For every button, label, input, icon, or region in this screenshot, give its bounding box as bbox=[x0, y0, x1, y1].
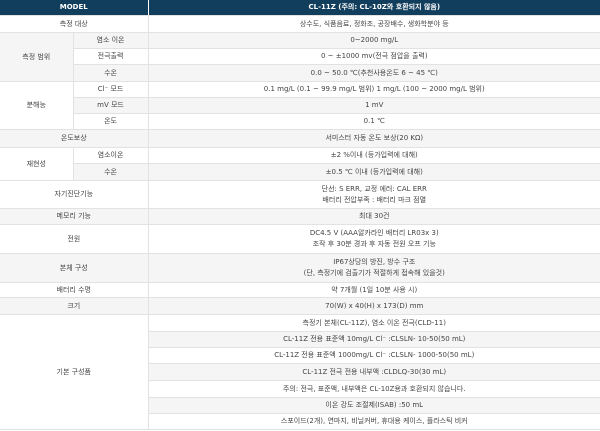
value: 0~2000 mg/L bbox=[148, 32, 600, 49]
label: 자기진단기능 bbox=[0, 180, 149, 209]
line: IP67상당의 방진, 방수 구조 bbox=[333, 258, 416, 266]
header-row: MODEL CL-11Z (주의: CL-10Z와 호환되지 않음) bbox=[0, 0, 600, 16]
row-temp-comp: 온도보상 서미스터 자동 온도 보상(20 KΩ) bbox=[0, 129, 600, 148]
row-battery: 배터리 수명 약 7개월 (1일 10분 사용 시) bbox=[0, 282, 600, 298]
value: 최대 30건 bbox=[148, 208, 600, 225]
row-self-diag: 자기진단기능 단선: S ERR, 교정 에러: CAL ERR 배터리 전압부족… bbox=[0, 180, 600, 209]
value: 70(W) x 40(H) x 173(D) mm bbox=[148, 297, 600, 315]
value: 이온 강도 조절제(ISAB) :50 mL bbox=[148, 397, 600, 414]
row-resolution-temp: 온도 0.1 ℃ bbox=[0, 113, 600, 130]
sublabel: 전극출력 bbox=[73, 48, 149, 65]
value: 0.0 ~ 50.0 ℃(추천사용온도 6 ~ 45 ℃) bbox=[148, 64, 600, 82]
value: 상수도, 식품음료, 정화조, 공장배수, 생화학분야 등 bbox=[148, 15, 600, 33]
line: DC4.5 V (AAA알카라인 배터리 LR03x 3) bbox=[309, 229, 439, 237]
value: 1 mV bbox=[148, 97, 600, 114]
row-component: 이온 강도 조절제(ISAB) :50 mL bbox=[0, 397, 600, 414]
label: 재현성 bbox=[0, 147, 74, 181]
label: 측정 범위 bbox=[0, 32, 74, 82]
row-size: 크기 70(W) x 40(H) x 173(D) mm bbox=[0, 297, 600, 315]
label: 온도보상 bbox=[0, 129, 149, 148]
label: 측정 대상 bbox=[0, 15, 149, 33]
line: 단선: S ERR, 교정 에러: CAL ERR bbox=[321, 184, 427, 193]
label: 크기 bbox=[0, 297, 149, 315]
value: 주의: 전극, 표준액, 내부액은 CL-10Z용과 호환되지 않습니다. bbox=[148, 380, 600, 398]
sublabel: Cl⁻ 모드 bbox=[73, 81, 149, 98]
value: 0.1 ℃ bbox=[148, 113, 600, 130]
row-range-electrode: 전극출력 0 ~ ±1000 mv(전극 점압을 출력) bbox=[0, 48, 600, 65]
row-component: CL-11Z 전극 전용 내부액 :CLDLQ-30(30 mL) bbox=[0, 363, 600, 381]
value: 약 7개월 (1일 10분 사용 시) bbox=[148, 282, 600, 298]
row-resolution-cl: 분해능 Cl⁻ 모드 0.1 mg/L (0.1 ~ 99.9 mg/L 범위)… bbox=[0, 81, 600, 130]
value: 0.1 mg/L (0.1 ~ 99.9 mg/L 범위) 1 mg/L (10… bbox=[148, 81, 600, 98]
model-label: MODEL bbox=[0, 0, 149, 16]
row-resolution-mv: mV 모드 1 mV bbox=[0, 97, 600, 114]
value: 단선: S ERR, 교정 에러: CAL ERR 배터리 전압부족 : 배터리 … bbox=[148, 180, 600, 209]
label: 메모리 기능 bbox=[0, 208, 149, 225]
value: ±2 %이내 (등가입력에 대해) bbox=[148, 147, 600, 164]
row-component: 주의: 전극, 표준액, 내부액은 CL-10Z용과 호환되지 않습니다. bbox=[0, 380, 600, 398]
line: 배터리 전압부족 : 배터리 마크 점멸 bbox=[322, 195, 427, 204]
label: 배터리 수명 bbox=[0, 282, 149, 298]
row-range-chlorine: 측정 범위 염소 이온 0~2000 mg/L bbox=[0, 32, 600, 82]
model-value: CL-11Z (주의: CL-10Z와 호환되지 않음) bbox=[148, 0, 600, 16]
value: CL-11Z 전용 표준액 1000mg/L Cl⁻ :CLSLN- 1000-… bbox=[148, 347, 600, 364]
row-component: CL-11Z 전용 표준액 10mg/L Cl⁻ :CLSLN- 10-50(5… bbox=[0, 331, 600, 348]
value: 측정기 본체(CL-11Z), 염소 이온 전극(CLD-11) bbox=[148, 314, 600, 332]
line: (단, 측정기에 검출기가 적절하게 접속해 있을것) bbox=[303, 269, 445, 277]
sublabel: 수온 bbox=[73, 163, 149, 181]
sublabel: 염소이온 bbox=[73, 147, 149, 164]
row-power: 전원 DC4.5 V (AAA알카라인 배터리 LR03x 3) 조작 후 30분… bbox=[0, 224, 600, 254]
line: 조작 후 30분 경과 후 자동 전원 오프 기능 bbox=[312, 240, 436, 248]
sublabel: 염소 이온 bbox=[73, 32, 149, 49]
row-component: 스포이드(2개), 연마지, 비닐커버, 휴대용 케이스, 플라스틱 비커 bbox=[0, 413, 600, 430]
row-repeat-temp: 수온 ±0.5 ℃ 이내 (등가입력에 대해) bbox=[0, 163, 600, 181]
label: 본체 구성 bbox=[0, 253, 149, 283]
sublabel: 수온 bbox=[73, 64, 149, 82]
value: ±0.5 ℃ 이내 (등가입력에 대해) bbox=[148, 163, 600, 181]
row-component: CL-11Z 전용 표준액 1000mg/L Cl⁻ :CLSLN- 1000-… bbox=[0, 347, 600, 364]
row-body: 본체 구성 IP67상당의 방진, 방수 구조 (단, 측정기에 검출기가 적절하… bbox=[0, 253, 600, 283]
row-memory: 메모리 기능 최대 30건 bbox=[0, 208, 600, 225]
row-target: 측정 대상 상수도, 식품음료, 정화조, 공장배수, 생화학분야 등 bbox=[0, 15, 600, 33]
value: 스포이드(2개), 연마지, 비닐커버, 휴대용 케이스, 플라스틱 비커 bbox=[148, 413, 600, 430]
label: 기본 구성품 bbox=[0, 314, 149, 430]
label: 전원 bbox=[0, 224, 149, 254]
sublabel: mV 모드 bbox=[73, 97, 149, 114]
sublabel: 온도 bbox=[73, 113, 149, 130]
row-range-temp: 수온 0.0 ~ 50.0 ℃(추천사용온도 6 ~ 45 ℃) bbox=[0, 64, 600, 82]
value: CL-11Z 전극 전용 내부액 :CLDLQ-30(30 mL) bbox=[148, 363, 600, 381]
value: 서미스터 자동 온도 보상(20 KΩ) bbox=[148, 129, 600, 148]
row-repeat-chlorine: 재현성 염소이온 ±2 %이내 (등가입력에 대해) bbox=[0, 147, 600, 181]
value: 0 ~ ±1000 mv(전극 점압을 출력) bbox=[148, 48, 600, 65]
value: IP67상당의 방진, 방수 구조 (단, 측정기에 검출기가 적절하게 접속해 … bbox=[148, 253, 600, 283]
label: 분해능 bbox=[0, 81, 74, 130]
value: DC4.5 V (AAA알카라인 배터리 LR03x 3) 조작 후 30분 경과… bbox=[148, 224, 600, 254]
value: CL-11Z 전용 표준액 10mg/L Cl⁻ :CLSLN- 10-50(5… bbox=[148, 331, 600, 348]
row-component: 기본 구성품 측정기 본체(CL-11Z), 염소 이온 전극(CLD-11) bbox=[0, 314, 600, 430]
